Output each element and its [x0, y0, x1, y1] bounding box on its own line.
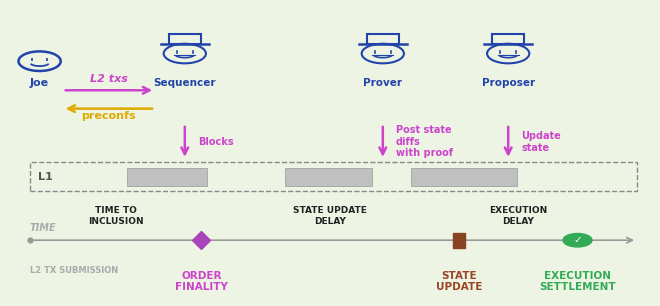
Text: INBOX: INBOX: [150, 173, 183, 182]
Text: STATE ROOTS: STATE ROOTS: [429, 173, 498, 182]
Text: ✓: ✓: [573, 235, 582, 245]
FancyBboxPatch shape: [285, 168, 372, 186]
Text: EXECUTION
DELAY: EXECUTION DELAY: [489, 206, 547, 226]
Text: TIME TO
INCLUSION: TIME TO INCLUSION: [88, 206, 143, 226]
Text: VERIFIER: VERIFIER: [306, 173, 351, 182]
Text: EXECUTION
SETTLEMENT: EXECUTION SETTLEMENT: [539, 271, 616, 293]
FancyBboxPatch shape: [453, 233, 465, 248]
Text: STATE UPDATE
DELAY: STATE UPDATE DELAY: [293, 206, 367, 226]
Text: Update
state: Update state: [521, 131, 561, 153]
Text: Prover: Prover: [363, 78, 403, 88]
Text: Proposer: Proposer: [482, 78, 535, 88]
Text: L2 txs: L2 txs: [90, 74, 128, 84]
Text: ORDER
FINALITY: ORDER FINALITY: [175, 271, 228, 293]
Text: Blocks: Blocks: [198, 137, 234, 147]
FancyBboxPatch shape: [127, 168, 207, 186]
Text: TIME: TIME: [30, 223, 56, 233]
Text: L1: L1: [38, 172, 52, 182]
Text: Joe: Joe: [30, 78, 49, 88]
Circle shape: [563, 233, 592, 247]
Text: preconfs: preconfs: [82, 111, 136, 121]
Text: L2 TX SUBMISSION: L2 TX SUBMISSION: [30, 266, 118, 275]
Text: Sequencer: Sequencer: [154, 78, 216, 88]
Text: Post state
diffs
with proof: Post state diffs with proof: [396, 125, 453, 159]
FancyBboxPatch shape: [411, 168, 517, 186]
Text: STATE
UPDATE: STATE UPDATE: [436, 271, 482, 293]
